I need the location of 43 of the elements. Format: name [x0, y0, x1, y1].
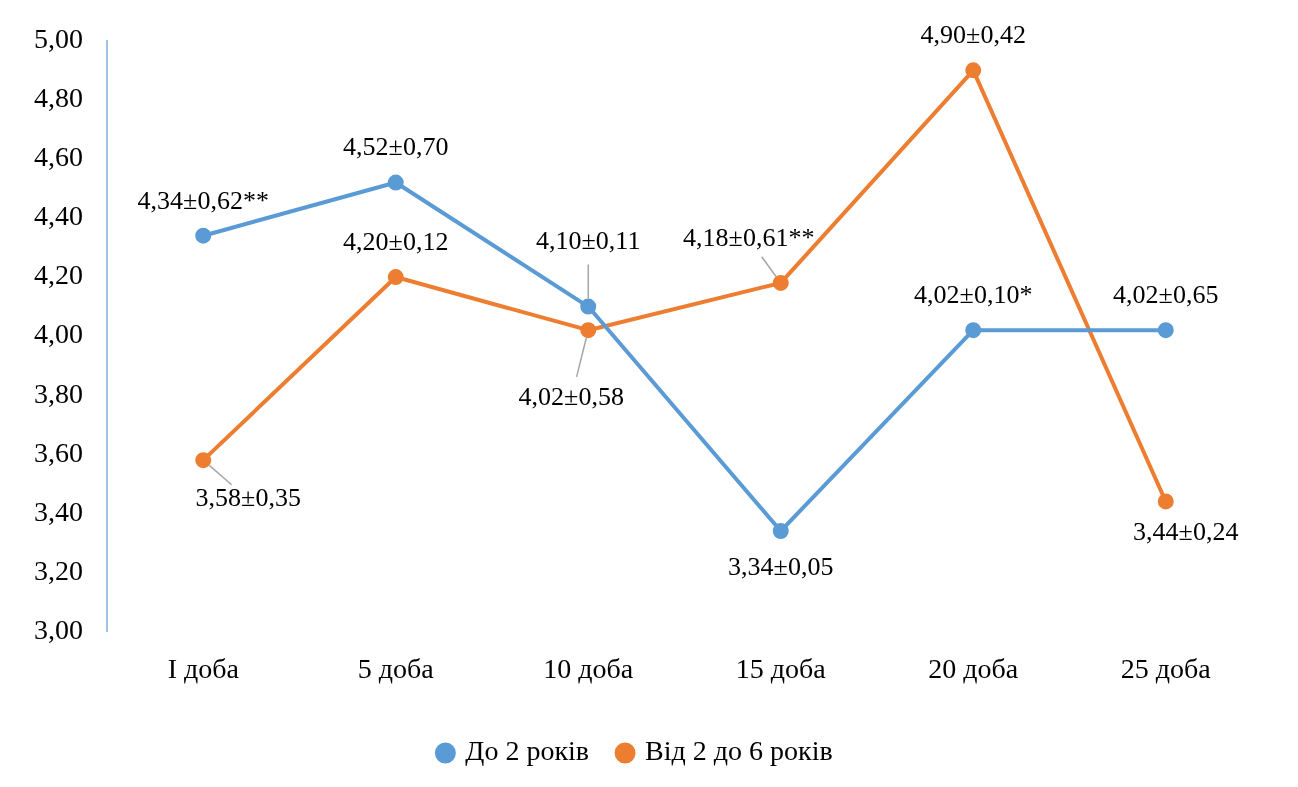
data-label: 4,02±0,10* [914, 280, 1033, 310]
y-tick-label: 4,20 [34, 259, 83, 291]
point [580, 322, 597, 339]
data-label: 4,52±0,70 [343, 132, 449, 162]
data-label: 3,58±0,35 [195, 482, 301, 512]
point [772, 523, 789, 539]
point [772, 274, 789, 291]
x-tick-label: 25 доба [1120, 652, 1212, 684]
data-label: 4,02±0,65 [1113, 280, 1219, 310]
y-tick-label: 5,00 [34, 23, 83, 55]
y-tick-label: 4,60 [34, 141, 83, 173]
data-label: 3,44±0,24 [1133, 517, 1239, 547]
x-tick-label: 20 доба [928, 652, 1019, 684]
data-label: 4,10±0,11 [536, 226, 641, 256]
y-tick-label: 4,00 [34, 318, 83, 350]
point [580, 298, 597, 315]
data-label: 4,02±0,58 [518, 382, 624, 412]
y-tick-label: 4,80 [34, 82, 83, 114]
x-tick-label: 10 доба [543, 652, 634, 684]
point [965, 62, 982, 79]
data-label: 4,90±0,42 [920, 20, 1026, 50]
point [965, 322, 982, 339]
legend-label: Від 2 до 6 років [645, 735, 833, 767]
y-tick-label: 3,00 [34, 613, 83, 645]
data-label: 3,34±0,05 [728, 551, 834, 581]
x-tick-label: 15 доба [735, 652, 827, 684]
legend-label: До 2 років [465, 735, 590, 767]
point [195, 227, 212, 244]
x-tick-label: 5 доба [357, 652, 435, 684]
point [1157, 322, 1174, 339]
y-tick-label: 3,80 [34, 377, 83, 409]
data-label: 4,34±0,62** [137, 185, 269, 215]
point [387, 269, 404, 286]
point [387, 174, 404, 191]
data-label: 4,20±0,12 [343, 226, 449, 256]
data-label: 4,18±0,61** [683, 222, 815, 252]
point [195, 452, 212, 469]
y-tick-label: 3,20 [34, 554, 83, 586]
point [1157, 493, 1174, 510]
x-tick-label: I доба [167, 652, 240, 684]
y-tick-label: 3,60 [34, 436, 83, 468]
y-tick-label: 3,40 [34, 495, 83, 527]
y-tick-label: 4,40 [34, 200, 83, 232]
